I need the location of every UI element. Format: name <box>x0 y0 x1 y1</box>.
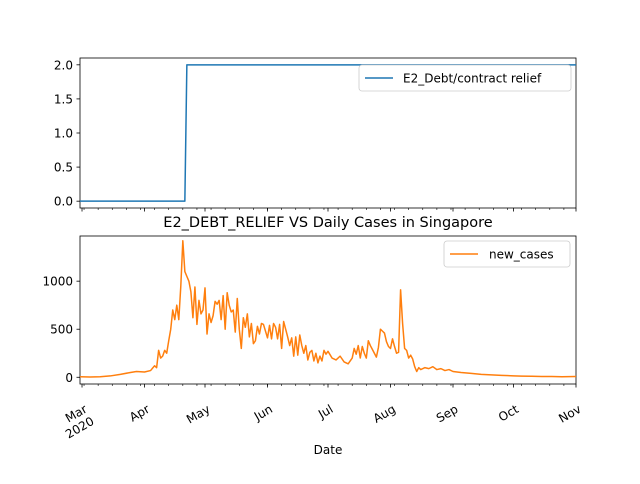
bottom-y-tick-label: 500 <box>50 323 73 337</box>
bottom-y-tick-label: 1000 <box>42 275 73 289</box>
bottom-legend: new_cases <box>443 240 571 268</box>
top-legend: E2_Debt/contract relief <box>358 64 572 92</box>
top-x-ticks <box>81 208 577 212</box>
top-y-tick-label: 0.0 <box>54 195 73 209</box>
top-y-tick-label: 0.5 <box>54 161 73 175</box>
bottom-y-ticks: 0 500 1000 <box>42 275 80 385</box>
top-y-ticks: 0.0 0.5 1.0 1.5 2.0 <box>54 58 80 209</box>
top-legend-label: E2_Debt/contract relief <box>403 72 542 86</box>
bottom-series-line <box>79 240 577 378</box>
top-y-tick-label: 1.5 <box>54 92 73 106</box>
x-tick-label: Jul <box>315 402 335 422</box>
bottom-series-layer <box>79 240 577 378</box>
top-legend-box <box>358 64 572 92</box>
bottom-legend-box <box>443 240 571 268</box>
bottom-chart-title: E2_DEBT_RELIEF VS Daily Cases in Singapo… <box>163 215 492 231</box>
top-y-tick-label: 2.0 <box>54 58 73 72</box>
bottom-legend-label: new_cases <box>489 248 554 262</box>
x-axis-label: Date <box>314 443 343 457</box>
bottom-subplot: E2_DEBT_RELIEF VS Daily Cases in Singapo… <box>42 215 583 457</box>
bottom-y-tick-label: 0 <box>65 371 73 385</box>
top-subplot: 0.0 0.5 1.0 1.5 2.0 E2_Debt/contract relief <box>54 57 577 212</box>
top-y-tick-label: 1.0 <box>54 127 73 141</box>
